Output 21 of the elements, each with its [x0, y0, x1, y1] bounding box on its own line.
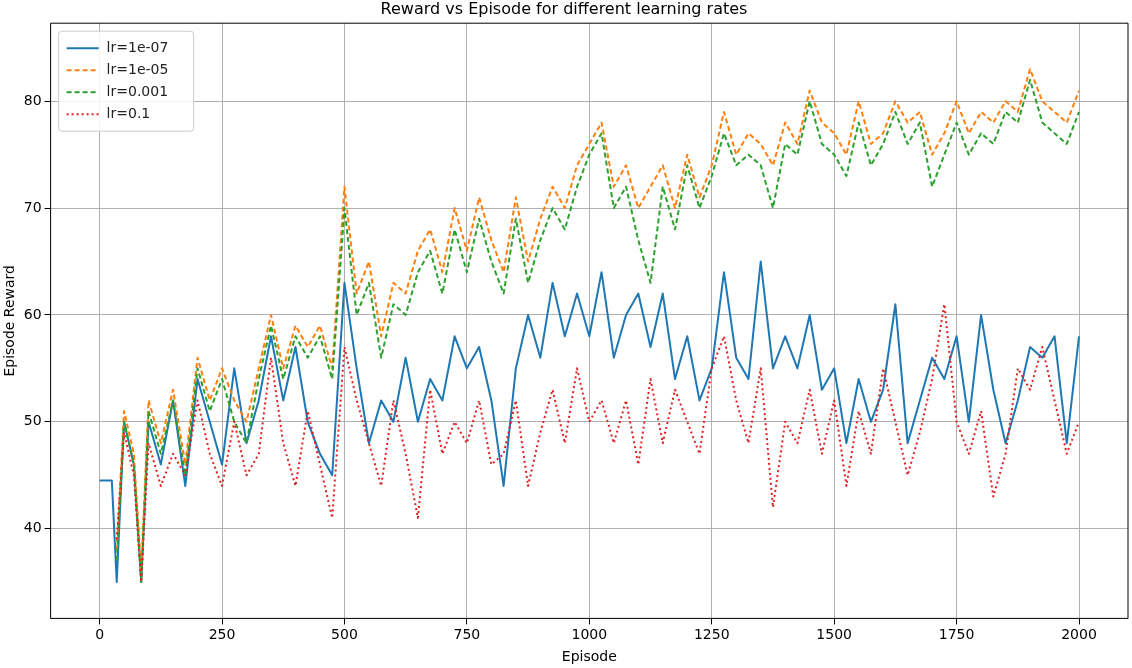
x-tick-label: 2000: [1061, 626, 1097, 643]
x-tick-label: 250: [208, 626, 236, 643]
x-tick-label: 0: [95, 626, 105, 643]
x-axis-title: Episode: [561, 648, 617, 665]
chart-title: Reward vs Episode for different learning rates: [380, 0, 748, 18]
y-tick-label: 60: [23, 305, 42, 322]
x-tick-label: 1250: [693, 626, 730, 643]
x-tick-label: 1500: [816, 626, 852, 643]
legend-label: lr=0.1: [106, 104, 151, 121]
y-axis-title: Episode Reward: [1, 265, 18, 377]
x-tick-label: 1750: [938, 626, 975, 643]
legend-label: lr=0.001: [106, 82, 169, 99]
y-tick-label: 70: [23, 198, 42, 215]
y-tick-label: 40: [23, 519, 42, 536]
x-tick-label: 750: [453, 626, 481, 643]
x-tick-label: 500: [331, 626, 358, 643]
legend-label: lr=1e-05: [106, 60, 169, 77]
x-tick-label: 1000: [571, 626, 608, 643]
y-tick-label: 50: [23, 412, 42, 429]
y-tick-label: 80: [23, 91, 42, 108]
legend-label: lr=1e-07: [106, 38, 169, 55]
